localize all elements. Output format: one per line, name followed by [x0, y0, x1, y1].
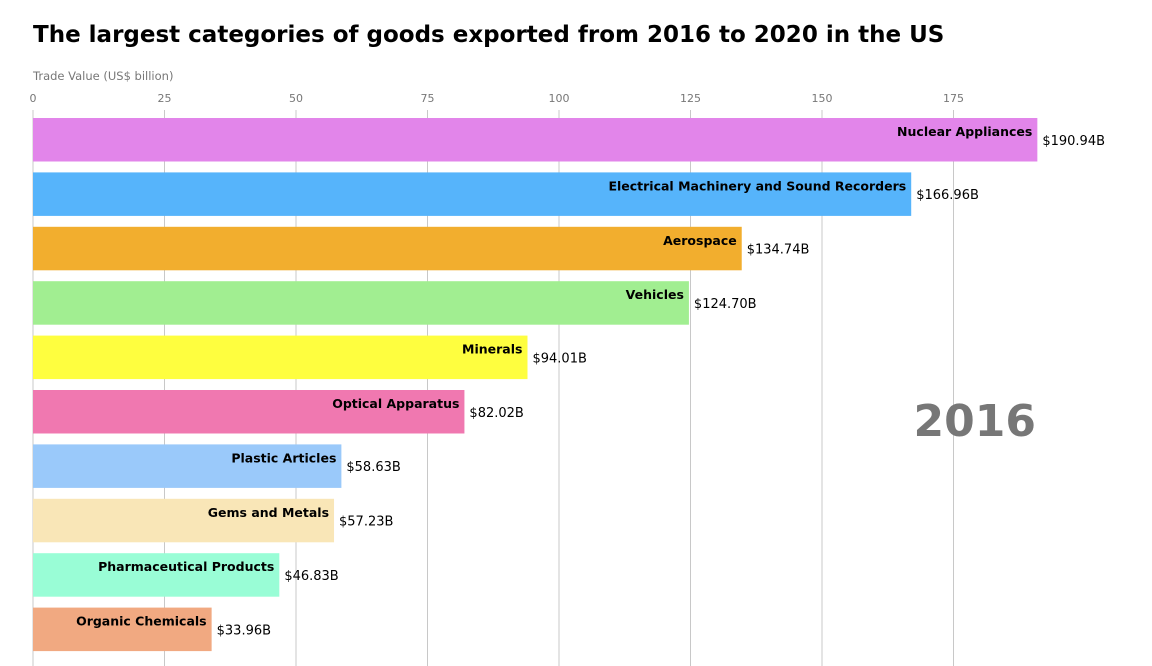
bar-category-label: Aerospace [663, 233, 737, 248]
x-axis-ticks: 0 25 50 75 100 125 150 175 [30, 92, 965, 105]
chart-title: The largest categories of goods exported… [33, 22, 945, 48]
bar-category-label: Nuclear Appliances [897, 124, 1032, 139]
bar-category-label: Pharmaceutical Products [98, 559, 274, 574]
bar-category-label: Plastic Articles [231, 450, 336, 465]
year-label: 2016 [913, 396, 1036, 447]
bar-value-label: $166.96B [916, 188, 979, 203]
bar-value-label: $124.70B [694, 297, 757, 312]
bar [33, 607, 212, 652]
bar-value-label: $58.63B [346, 460, 400, 475]
x-tick-label: 100 [549, 92, 570, 105]
bar-group: Electrical Machinery and Sound Recorders… [33, 172, 979, 216]
bar-group: Nuclear Appliances $190.94B [33, 118, 1105, 162]
bar [33, 226, 742, 271]
bar-category-label: Minerals [462, 342, 522, 357]
bar [33, 172, 912, 216]
bar [33, 444, 342, 488]
bar-value-label: $94.01B [532, 351, 586, 366]
bar-value-label: $57.23B [339, 515, 393, 530]
bar-group: Minerals $94.01B [33, 335, 587, 380]
bar-value-label: $33.96B [217, 623, 271, 638]
bar-group: Aerospace $134.74B [33, 226, 810, 271]
bar-group: Pharmaceutical Products $46.83B [33, 553, 339, 597]
x-tick-label: 50 [289, 92, 303, 105]
bar-group: Organic Chemicals $33.96B [33, 607, 271, 652]
x-tick-label: 0 [30, 92, 37, 105]
bar [33, 118, 1038, 162]
bar-category-label: Vehicles [626, 287, 684, 302]
bar-value-label: $82.02B [469, 406, 523, 421]
x-axis-label: Trade Value (US$ billion) [33, 69, 174, 83]
bar [33, 335, 528, 380]
bar-group: Optical Apparatus $82.02B [33, 390, 524, 434]
x-tick-label: 125 [680, 92, 701, 105]
bar [33, 281, 689, 325]
bar-category-label: Electrical Machinery and Sound Recorders [608, 178, 906, 193]
bar-category-label: Gems and Metals [208, 505, 329, 520]
bar-group: Gems and Metals $57.23B [33, 498, 393, 543]
bar [33, 498, 335, 543]
bar-value-label: $134.74B [747, 243, 810, 258]
bar-value-label: $190.94B [1042, 134, 1105, 149]
bar-category-label: Organic Chemicals [76, 614, 207, 629]
bar-group: Plastic Articles $58.63B [33, 444, 401, 488]
x-tick-label: 25 [158, 92, 172, 105]
bar-group: Vehicles $124.70B [33, 281, 757, 325]
bar-value-label: $46.83B [284, 569, 338, 584]
bar [33, 553, 280, 597]
bar-category-label: Optical Apparatus [332, 396, 459, 411]
x-tick-label: 150 [812, 92, 833, 105]
x-tick-label: 75 [421, 92, 435, 105]
bar [33, 390, 465, 434]
bars: Nuclear Appliances $190.94B Electrical Mac… [33, 118, 1105, 652]
x-tick-label: 175 [943, 92, 964, 105]
